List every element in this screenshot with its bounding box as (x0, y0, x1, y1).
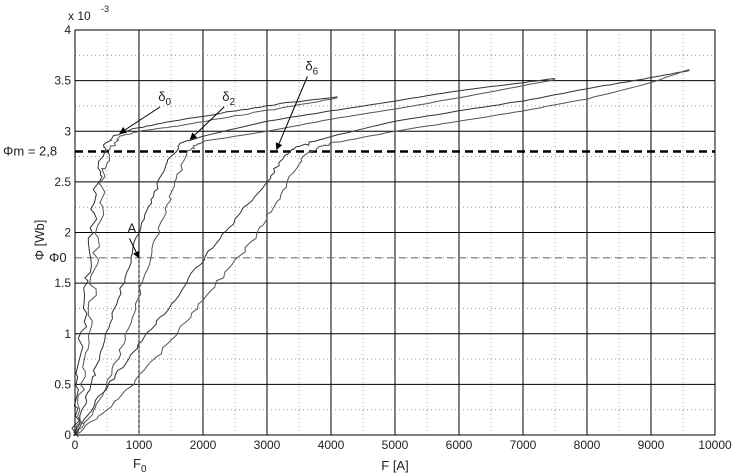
x-tick-label: 7000 (510, 438, 537, 452)
plot-frame (74, 29, 716, 436)
annotations: δ0 δ2 δ6 A (119, 59, 319, 259)
x-tick-labels: 0 1000 2000 3000 4000 5000 6000 7000 8000 9000 100… (72, 438, 732, 452)
series-2-upper-branch (73, 70, 690, 436)
annotation-0: A (127, 221, 136, 236)
y-tick-label: 2.5 (54, 175, 71, 189)
x-tick-label: 3000 (254, 438, 281, 452)
x-tick-label: 6000 (446, 438, 473, 452)
x-marker-label: F0 (133, 456, 147, 475)
y-tick-label: 1 (64, 327, 71, 341)
series-0-lower-branch (73, 97, 338, 433)
y-tick-label: 0.5 (54, 377, 71, 391)
reference-lines: Φm = 2,8 Φ0 (3, 144, 715, 435)
y-tick-label: 0 (64, 428, 71, 442)
series-1-lower-branch (74, 79, 556, 435)
series-label-1: δ2 (222, 89, 235, 108)
series-label-1-arrow (189, 106, 225, 140)
x-tick-label: 2000 (190, 438, 217, 452)
reference-label-1: Φ0 (49, 250, 67, 265)
series-curves (71, 69, 690, 438)
series-1-upper-branch (73, 78, 556, 437)
x-axis-label: F [A] (381, 458, 408, 473)
x-tick-label: 8000 (574, 438, 601, 452)
y-tick-labels: 0 0.5 1 1.5 2 2.5 3 3.5 4 (54, 23, 71, 442)
x-tick-label: 1000 (126, 438, 153, 452)
x-tick-label: 4000 (318, 438, 345, 452)
x-tick-label: 9000 (638, 438, 665, 452)
x-tick-label: 0 (72, 438, 79, 452)
series-0-upper-branch (71, 96, 338, 438)
x-tick-label: 5000 (382, 438, 409, 452)
series-2-lower-branch (75, 69, 690, 436)
annotation-0-arrow (129, 238, 140, 259)
y-tick-label: 3 (64, 124, 71, 138)
series-label-2-arrow (275, 76, 308, 151)
y-tick-label: 2 (64, 226, 71, 240)
y-tick-label: 1.5 (54, 276, 71, 290)
y-tick-label: 3.5 (54, 74, 71, 88)
y-tick-label: 4 (64, 23, 71, 37)
x-tick-label: 10000 (698, 438, 732, 452)
series-label-2: δ6 (305, 59, 318, 78)
y-multiplier: x 10 (68, 9, 91, 23)
y-axis-label: Φ [Wb] (32, 220, 47, 261)
reference-label-0: Φm = 2,8 (3, 144, 57, 159)
series-label-0: δ0 (158, 89, 171, 108)
series-label-0-arrow (119, 106, 161, 134)
y-multiplier-exponent: -3 (101, 4, 109, 14)
